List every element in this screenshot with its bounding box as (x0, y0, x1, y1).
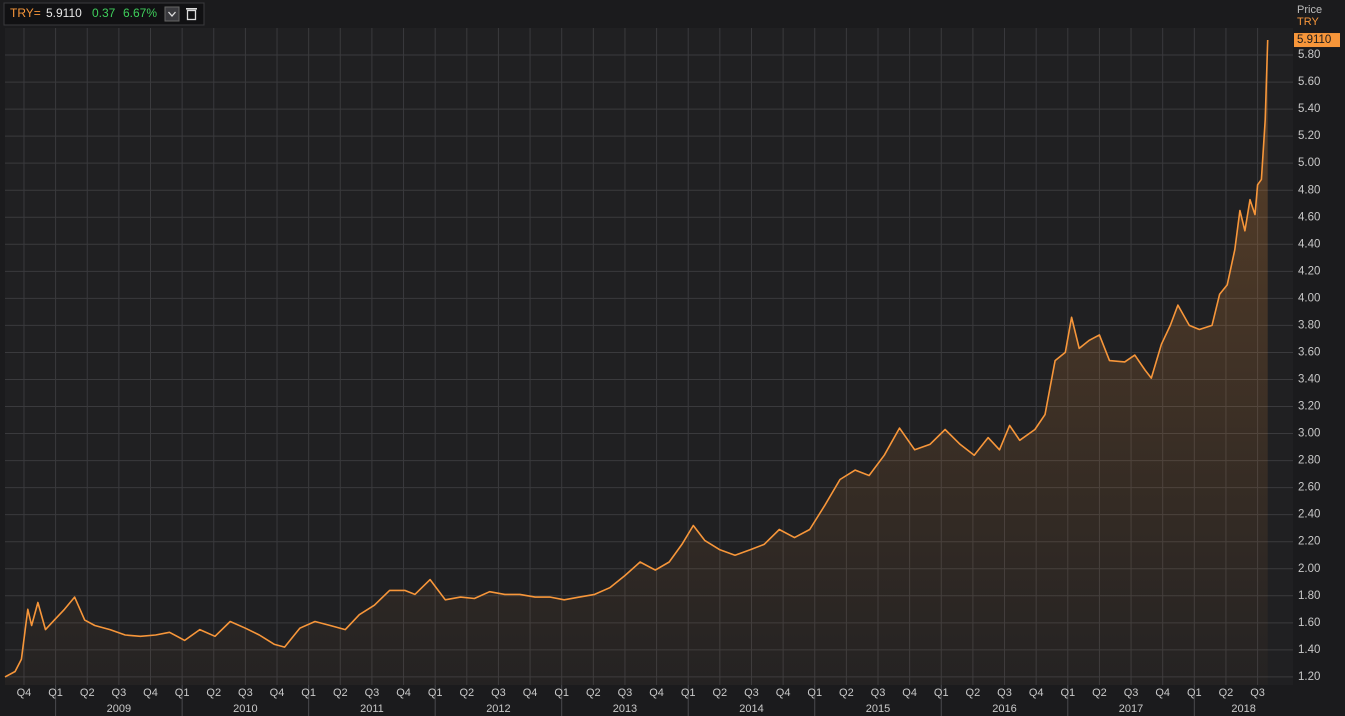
change-pct: 6.67% (123, 6, 157, 20)
year-label: 2014 (739, 703, 763, 715)
x-tick-label: Q3 (112, 687, 127, 699)
x-tick-label: Q1 (681, 687, 696, 699)
axes: 1.20 1.40 1.60 1.80 2.00 2.20 2.40 2.60 2.80 3.00… (17, 33, 1340, 716)
x-tick-label: Q1 (175, 687, 190, 699)
x-tick-label: Q3 (871, 687, 886, 699)
x-tick-label: Q1 (554, 687, 569, 699)
x-tick-label: Q2 (713, 687, 728, 699)
x-tick-label: Q4 (17, 687, 32, 699)
year-label: 2013 (613, 703, 637, 715)
x-tick-label: Q1 (48, 687, 63, 699)
y-tick-label: 3.40 (1298, 374, 1320, 386)
x-tick-label: Q4 (143, 687, 158, 699)
year-label: 2018 (1231, 703, 1255, 715)
x-tick-label: Q2 (459, 687, 474, 699)
x-tick-label: Q3 (618, 687, 633, 699)
year-label: 2010 (233, 703, 257, 715)
x-tick-label: Q4 (270, 687, 285, 699)
y-tick-label: 5.60 (1298, 76, 1320, 88)
x-tick-label: Q4 (902, 687, 917, 699)
x-tick-label: Q2 (839, 687, 854, 699)
change: 0.37 (92, 6, 116, 20)
series-name: TRY (1297, 16, 1319, 28)
x-tick-label: Q2 (333, 687, 348, 699)
x-tick-label: Q3 (491, 687, 506, 699)
y-tick-label: 2.20 (1298, 536, 1320, 548)
y-tick-label: 5.40 (1298, 103, 1320, 115)
y-tick-label: 4.60 (1298, 211, 1320, 223)
price-line (4, 39, 1269, 678)
x-tick-label: Q3 (1124, 687, 1139, 699)
x-tick-label: Q2 (80, 687, 95, 699)
trash-lid (186, 8, 197, 10)
x-tick-label: Q1 (1187, 687, 1202, 699)
x-tick-label: Q4 (1155, 687, 1170, 699)
y-tick-label: 5.80 (1298, 49, 1320, 61)
y-tick-label: 2.40 (1298, 509, 1320, 521)
y-tick-label: 3.60 (1298, 346, 1320, 358)
y-tick-label: 2.60 (1298, 482, 1320, 494)
dropdown-icon (168, 11, 176, 17)
y-tick-label: 5.00 (1298, 157, 1320, 169)
x-tick-label: Q3 (365, 687, 380, 699)
y-tick-label: 3.00 (1298, 428, 1320, 440)
axis-title: Price (1297, 4, 1322, 16)
x-tick-label: Q1 (1060, 687, 1075, 699)
year-label: 2017 (1119, 703, 1143, 715)
y-tick-label: 4.80 (1298, 184, 1320, 196)
ric-label: TRY= (10, 6, 41, 20)
last-price: 5.9110 (46, 6, 82, 20)
x-tick-label: Q2 (966, 687, 981, 699)
y-tick-label: 3.80 (1298, 319, 1320, 331)
y-tick-label: 2.80 (1298, 455, 1320, 467)
y-tick-label: 4.00 (1298, 292, 1320, 304)
y-tick-label: 3.20 (1298, 401, 1320, 413)
x-tick-label: Q3 (1250, 687, 1265, 699)
x-tick-label: Q1 (934, 687, 949, 699)
trash-body (186, 9, 197, 21)
y-tick-label: 4.20 (1298, 265, 1320, 277)
x-tick-label: Q2 (206, 687, 221, 699)
delete-button[interactable] (186, 8, 197, 21)
x-tick-label: Q4 (396, 687, 411, 699)
x-tick-label: Q2 (586, 687, 601, 699)
x-tick-label: Q3 (997, 687, 1012, 699)
x-tick-label: Q4 (1029, 687, 1044, 699)
x-tick-label: Q4 (649, 687, 664, 699)
dropdown-button[interactable] (164, 6, 180, 22)
year-label: 2012 (486, 703, 510, 715)
x-tick-label: Q3 (744, 687, 759, 699)
y-tick-label: 4.40 (1298, 238, 1320, 250)
y-tick-label: 1.40 (1298, 644, 1320, 656)
x-tick-label: Q3 (238, 687, 253, 699)
x-tick-label: Q1 (428, 687, 443, 699)
marks (4, 39, 1269, 685)
last-price-tag (1294, 33, 1340, 48)
year-label: 2016 (992, 703, 1016, 715)
year-label: 2015 (866, 703, 890, 715)
x-tick-label: Q1 (301, 687, 316, 699)
header-box (3, 2, 205, 26)
y-tick-label: 1.80 (1298, 590, 1320, 602)
y-tick-label: 5.20 (1298, 130, 1320, 142)
area-fill (5, 40, 1268, 685)
y-tick-label: 2.00 (1298, 563, 1320, 575)
last-price-tag-label: 5.9110 (1297, 34, 1331, 46)
year-label: 2011 (360, 703, 384, 715)
x-tick-label: Q4 (523, 687, 538, 699)
x-tick-label: Q1 (807, 687, 822, 699)
x-tick-label: Q2 (1092, 687, 1107, 699)
x-tick-label: Q4 (776, 687, 791, 699)
year-label: 2009 (107, 703, 131, 715)
x-tick-label: Q2 (1219, 687, 1234, 699)
y-tick-label: 1.60 (1298, 617, 1320, 629)
y-tick-label: 1.20 (1298, 671, 1320, 683)
